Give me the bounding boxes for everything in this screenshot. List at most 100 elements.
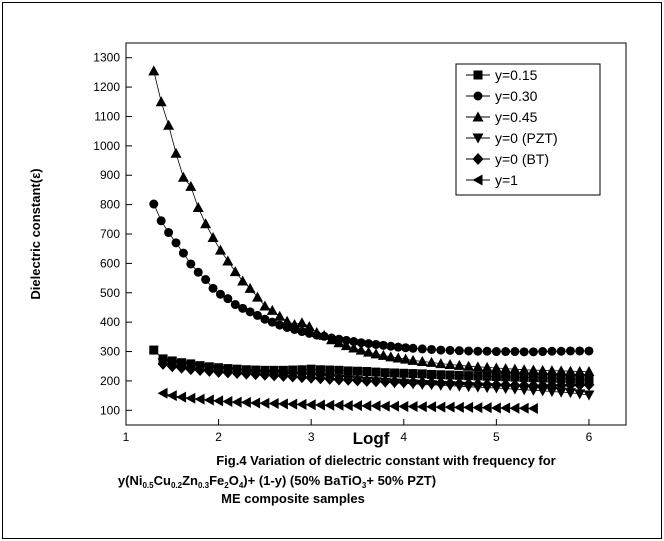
triangle-left-marker	[185, 392, 196, 404]
diamond-marker	[509, 379, 521, 392]
triangle-up-marker	[416, 356, 428, 367]
diamond-marker	[342, 373, 354, 386]
circle-marker	[445, 345, 455, 355]
triangle-left-marker	[166, 390, 177, 402]
series-triangle-up	[148, 65, 595, 377]
triangle-up-marker	[426, 356, 438, 367]
triangle-left-marker	[287, 398, 298, 410]
triangle-up-marker	[385, 351, 397, 362]
triangle-up-marker	[574, 366, 586, 377]
diamond-marker	[389, 375, 401, 388]
square-marker	[482, 371, 492, 381]
circle-marker	[215, 289, 225, 299]
triangle-left-marker	[426, 401, 437, 413]
legend-item: y=0 (PZT)	[466, 130, 558, 146]
diamond-marker	[453, 377, 465, 390]
triangle-up-marker	[377, 349, 389, 360]
triangle-up-marker	[463, 360, 475, 371]
caption-text: Zn	[182, 473, 198, 488]
diamond-marker	[250, 368, 262, 381]
square-marker	[538, 373, 548, 383]
triangle-up-marker	[207, 232, 219, 243]
triangle-left-marker	[398, 400, 409, 412]
square-marker	[371, 367, 381, 377]
diamond-marker	[305, 371, 317, 384]
triangle-left-marker	[203, 394, 214, 406]
circle-marker	[473, 346, 483, 356]
circle-marker	[267, 317, 277, 327]
triangle-down-marker	[564, 388, 576, 399]
circle-marker	[436, 345, 446, 355]
triangle-left-marker	[240, 396, 251, 408]
triangle-up-marker	[244, 282, 256, 293]
triangle-left-marker	[361, 400, 372, 412]
circle-marker	[584, 346, 594, 356]
triangle-left-marker	[268, 398, 279, 410]
square-marker	[390, 368, 400, 378]
y-tick-label: 300	[100, 345, 120, 359]
square-marker	[547, 373, 557, 383]
caption-text: y(Ni	[118, 473, 143, 488]
diamond-marker	[296, 371, 308, 384]
y-tick-label: 200	[100, 374, 120, 388]
caption-subscript: 3	[362, 481, 367, 490]
triangle-left-marker	[481, 402, 492, 414]
diamond-marker	[240, 367, 252, 380]
diamond-marker	[176, 361, 188, 374]
triangle-left-marker	[500, 402, 511, 414]
square-marker	[399, 368, 409, 378]
diamond-marker	[398, 376, 410, 389]
y-tick-label: 1300	[93, 51, 120, 65]
circle-marker	[252, 310, 262, 320]
circle-marker	[565, 346, 575, 356]
triangle-up-marker	[355, 344, 367, 355]
series-layer	[148, 65, 595, 415]
figure-caption-line-3: ME composite samples	[221, 491, 365, 506]
x-tick-label: 4	[400, 430, 407, 444]
square-marker	[149, 345, 159, 355]
triangle-up-marker	[303, 321, 315, 332]
triangle-up-marker	[444, 358, 456, 369]
circle-marker	[193, 267, 203, 277]
square-marker	[352, 366, 362, 376]
triangle-up-marker	[170, 147, 182, 158]
triangle-left-marker	[333, 399, 344, 411]
triangle-up-marker	[564, 365, 576, 376]
diamond-marker	[546, 379, 558, 392]
diamond-marker	[481, 378, 493, 391]
legend-label: y=0.30	[495, 88, 538, 104]
circle-marker	[208, 283, 218, 293]
triangle-left-marker	[435, 401, 446, 413]
x-axis: 1 2 3 4 5 6	[123, 419, 593, 444]
y-tick-label: 800	[100, 198, 120, 212]
diamond-marker	[185, 363, 197, 376]
figure-caption-line-1: Fig.4 Variation of dielectric constant w…	[216, 453, 556, 468]
triangle-up-marker	[490, 362, 502, 373]
circle-marker	[510, 347, 520, 357]
circle-marker	[556, 346, 566, 356]
caption-text: O	[229, 473, 239, 488]
series-diamond	[157, 357, 595, 392]
caption-subscript: 0.3	[198, 481, 210, 490]
triangle-left-marker	[463, 401, 474, 413]
caption-text: )+ (1-y) (50% BaTiO	[243, 473, 362, 488]
triangle-up-marker	[200, 218, 212, 229]
y-tick-label: 1100	[94, 109, 120, 123]
square-marker	[334, 365, 344, 375]
square-marker	[408, 369, 418, 379]
circle-marker	[149, 199, 159, 209]
triangle-left-marker	[277, 398, 288, 410]
triangle-up-marker	[274, 310, 286, 321]
square-marker	[297, 365, 307, 375]
square-marker	[565, 374, 575, 384]
square-marker	[473, 371, 483, 381]
circle-marker	[238, 303, 248, 313]
square-marker	[362, 367, 372, 377]
circle-marker	[349, 337, 359, 347]
triangle-up-marker	[472, 111, 484, 122]
triangle-up-marker	[222, 255, 234, 266]
triangle-left-marker	[407, 400, 418, 412]
y-tick-label: 1200	[93, 80, 120, 94]
circle-marker	[386, 341, 396, 351]
